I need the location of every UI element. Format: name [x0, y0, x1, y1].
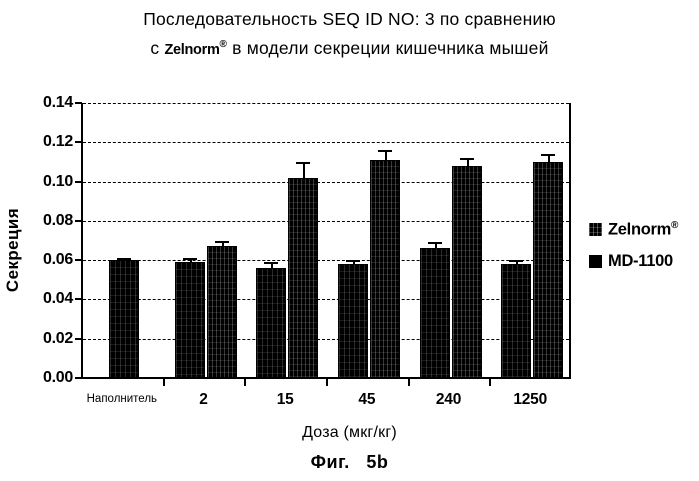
x-tick-label: 15 — [276, 391, 294, 408]
legend-swatch-icon — [589, 254, 602, 268]
error-bar-cap — [296, 161, 311, 164]
x-tick-mark — [326, 378, 328, 386]
x-tick-label: 1250 — [513, 391, 547, 408]
y-tick-label: 0.06 — [43, 251, 73, 269]
registered-mark-icon: ® — [219, 39, 228, 50]
bar-zelnorm — [174, 262, 205, 378]
chart-legend: Zelnorm® MD-1100 — [589, 220, 678, 283]
y-tick-mark — [75, 180, 82, 183]
bar-group — [83, 103, 573, 378]
bar-zelnorm — [419, 248, 450, 378]
registered-mark-icon: ® — [671, 220, 679, 231]
x-tick-label: 45 — [358, 391, 376, 408]
bar-zelnorm — [337, 264, 368, 378]
bar-zelnorm — [501, 264, 532, 378]
x-tick-mark — [489, 378, 492, 386]
error-bar — [434, 242, 437, 249]
x-tick-mark — [244, 378, 247, 386]
figure-caption-prefix: Фиг. — [310, 452, 350, 472]
bar-md1100 — [206, 246, 237, 378]
error-bar-cap — [427, 242, 442, 245]
bar-md1100 — [533, 161, 564, 378]
y-tick-label: 0.00 — [43, 369, 73, 386]
y-tick-mark — [75, 337, 82, 340]
y-tick-mark — [75, 259, 82, 262]
y-tick-mark — [75, 377, 82, 379]
x-tick-label: 240 — [435, 391, 462, 408]
legend-swatch-icon — [589, 223, 602, 237]
bar-group — [83, 103, 573, 378]
x-tick-mark — [407, 378, 410, 386]
title-brand: Zelnorm — [164, 41, 220, 58]
error-bar-cap — [264, 262, 279, 265]
figure-caption-number: 5b — [366, 452, 389, 472]
figure-caption: Фиг. 5b — [0, 452, 699, 473]
gridline — [83, 142, 569, 144]
gridline — [83, 103, 569, 104]
error-bar — [548, 154, 551, 162]
plot-area — [81, 103, 571, 378]
error-bar — [303, 161, 306, 178]
legend-label: MD-1100 — [608, 252, 673, 271]
error-bar-cap — [182, 258, 197, 261]
chart-title: Последовательность SEQ ID NO: 3 по сравн… — [0, 6, 699, 63]
bar-group — [83, 103, 573, 378]
error-bar — [466, 158, 469, 166]
y-tick-label: 0.08 — [43, 211, 73, 229]
y-tick-label: 0.02 — [43, 329, 73, 347]
y-tick-label: 0.04 — [43, 290, 73, 308]
bar-md1100 — [288, 177, 319, 378]
y-tick-mark — [75, 102, 82, 104]
bar-md1100 — [369, 159, 400, 378]
legend-label-text: MD-1100 — [608, 251, 673, 270]
gridline — [83, 338, 569, 340]
y-tick-mark — [75, 298, 82, 301]
error-bar-cap — [459, 158, 474, 160]
gridline — [83, 299, 569, 301]
legend-item: Zelnorm® — [589, 220, 678, 240]
error-bar-cap — [541, 154, 556, 157]
bar-md1100 — [451, 165, 482, 378]
x-tick-mark — [162, 378, 165, 386]
x-tick-label: 2 — [199, 391, 208, 408]
legend-label: Zelnorm® — [608, 220, 678, 240]
error-bar — [384, 150, 387, 160]
legend-item: MD-1100 — [589, 252, 678, 271]
bar-zelnorm — [108, 260, 139, 378]
legend-label-text: Zelnorm — [608, 220, 671, 239]
chart-title-line-2: с Zelnorm® в модели секреции кишечника м… — [0, 32, 699, 63]
error-bar-cap — [509, 260, 524, 263]
gridline — [83, 260, 569, 262]
x-axis-title: Доза (мкг/кг) — [302, 424, 397, 441]
chart-title-line-1: Последовательность SEQ ID NO: 3 по сравн… — [143, 9, 556, 29]
error-bar-cap — [345, 260, 360, 263]
error-bar-cap — [116, 258, 131, 261]
bar-group — [83, 103, 573, 378]
bar-zelnorm — [256, 268, 287, 378]
plot-inner — [83, 103, 569, 378]
y-tick-label: 0.12 — [43, 133, 73, 151]
error-bar-cap — [214, 240, 229, 243]
y-tick-mark — [75, 219, 82, 222]
title-prefix: с — [150, 37, 165, 58]
y-tick-label: 0.10 — [43, 172, 73, 190]
y-tick-label: 0.14 — [43, 94, 73, 111]
y-axis-ticks: 0.00 0.02 0.04 0.06 0.08 0.10 0.12 0.14 — [0, 0, 82, 481]
gridline — [83, 220, 569, 222]
y-tick-mark — [75, 141, 82, 144]
bar-group — [83, 103, 573, 378]
bar-group — [83, 103, 573, 378]
error-bar-cap — [377, 150, 392, 153]
error-bar — [221, 240, 224, 247]
title-suffix: в модели секреции кишечника мышей — [227, 37, 549, 58]
error-bar — [271, 262, 274, 268]
gridline — [83, 181, 569, 183]
x-tick-label: Наполнитель — [86, 393, 158, 405]
